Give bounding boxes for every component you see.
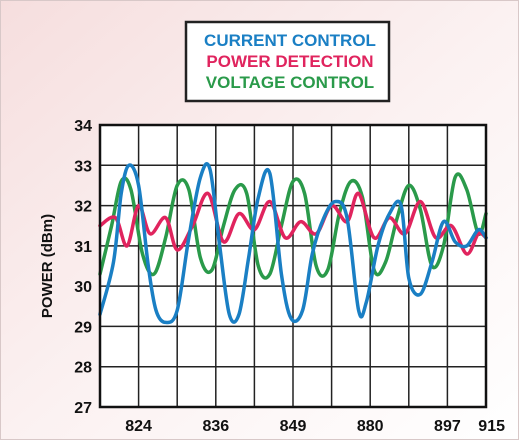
legend-box (184, 20, 391, 103)
x-tick-labels: 824 836 849 880 897 915 (125, 418, 505, 435)
y-tick-label: 33 (74, 158, 92, 175)
y-tick-label: 29 (74, 319, 92, 336)
y-tick-label: 32 (74, 199, 92, 216)
x-tick-label: 880 (357, 418, 384, 435)
x-tick-label: 849 (280, 418, 307, 435)
legend: CURRENT CONTROL POWER DETECTION VOLTAGE … (184, 20, 391, 103)
y-tick-label: 30 (74, 279, 92, 296)
y-tick-label: 28 (74, 360, 92, 377)
series-line-current-control (98, 162, 488, 325)
x-tick-label: 915 (478, 418, 505, 435)
x-tick-label: 836 (202, 418, 229, 435)
y-tick-label: 27 (74, 400, 92, 417)
series-layer (98, 162, 488, 325)
y-tick-labels: 27 28 29 30 31 32 33 34 (74, 118, 92, 417)
x-tick-label: 824 (125, 418, 152, 435)
series-line-voltage-control (98, 172, 488, 280)
y-tick-label: 31 (74, 239, 92, 256)
legend-entry-power-detection: POWER DETECTION (206, 52, 373, 71)
plot-border (98, 123, 488, 409)
legend-entry-voltage-control: VOLTAGE CONTROL (206, 73, 374, 92)
series-line-power-detection (98, 191, 488, 256)
y-tick-label: 34 (74, 118, 92, 135)
y-axis-label: POWER (dBm) (39, 214, 56, 318)
legend-entry-current-control: CURRENT CONTROL (204, 31, 376, 50)
x-tick-label: 897 (434, 418, 461, 435)
